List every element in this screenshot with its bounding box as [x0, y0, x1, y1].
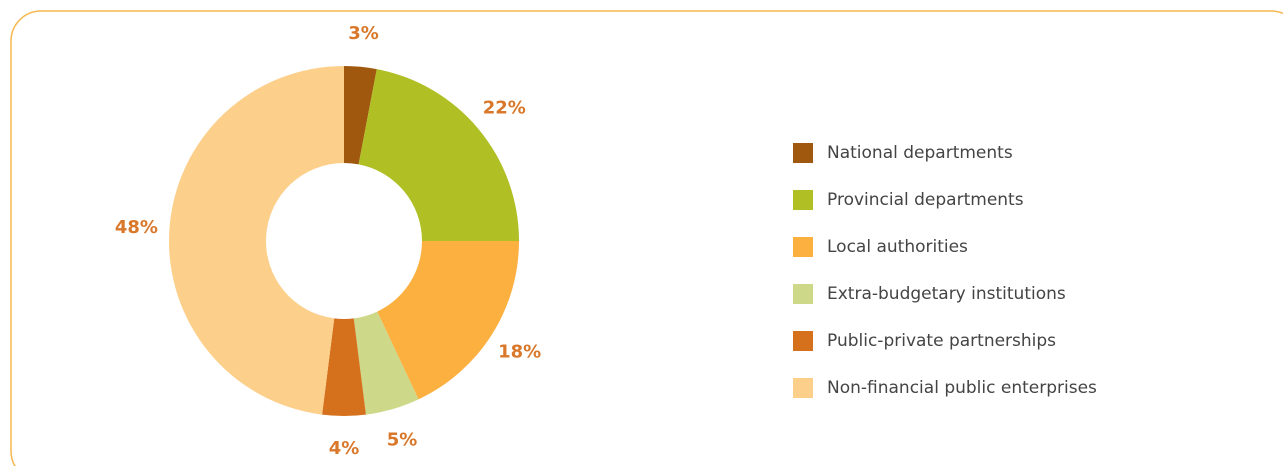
slice [322, 318, 366, 416]
legend-label: Non-financial public enterprises [827, 378, 1097, 398]
legend-swatch [793, 190, 813, 210]
frame [10, 10, 1283, 466]
legend-label: Provincial departments [827, 190, 1024, 210]
slice [353, 311, 419, 415]
data-label: 22% [483, 97, 526, 118]
slice [344, 66, 377, 165]
slice [168, 66, 344, 415]
slice [358, 69, 519, 241]
data-label: 3% [348, 23, 379, 44]
legend-swatch [793, 143, 813, 163]
legend-label: Extra-budgetary institutions [827, 284, 1066, 304]
legend-label: National departments [827, 143, 1013, 163]
legend-swatch [793, 331, 813, 351]
data-label: 4% [329, 438, 360, 459]
data-label: 48% [115, 217, 158, 238]
legend-label: Public-private partnerships [827, 331, 1056, 351]
legend-label: Local authorities [827, 237, 968, 257]
slice [377, 241, 519, 400]
legend-swatch [793, 378, 813, 398]
legend-swatch [793, 284, 813, 304]
data-label: 5% [387, 430, 418, 451]
legend-swatch [793, 237, 813, 257]
data-label: 18% [498, 341, 541, 362]
